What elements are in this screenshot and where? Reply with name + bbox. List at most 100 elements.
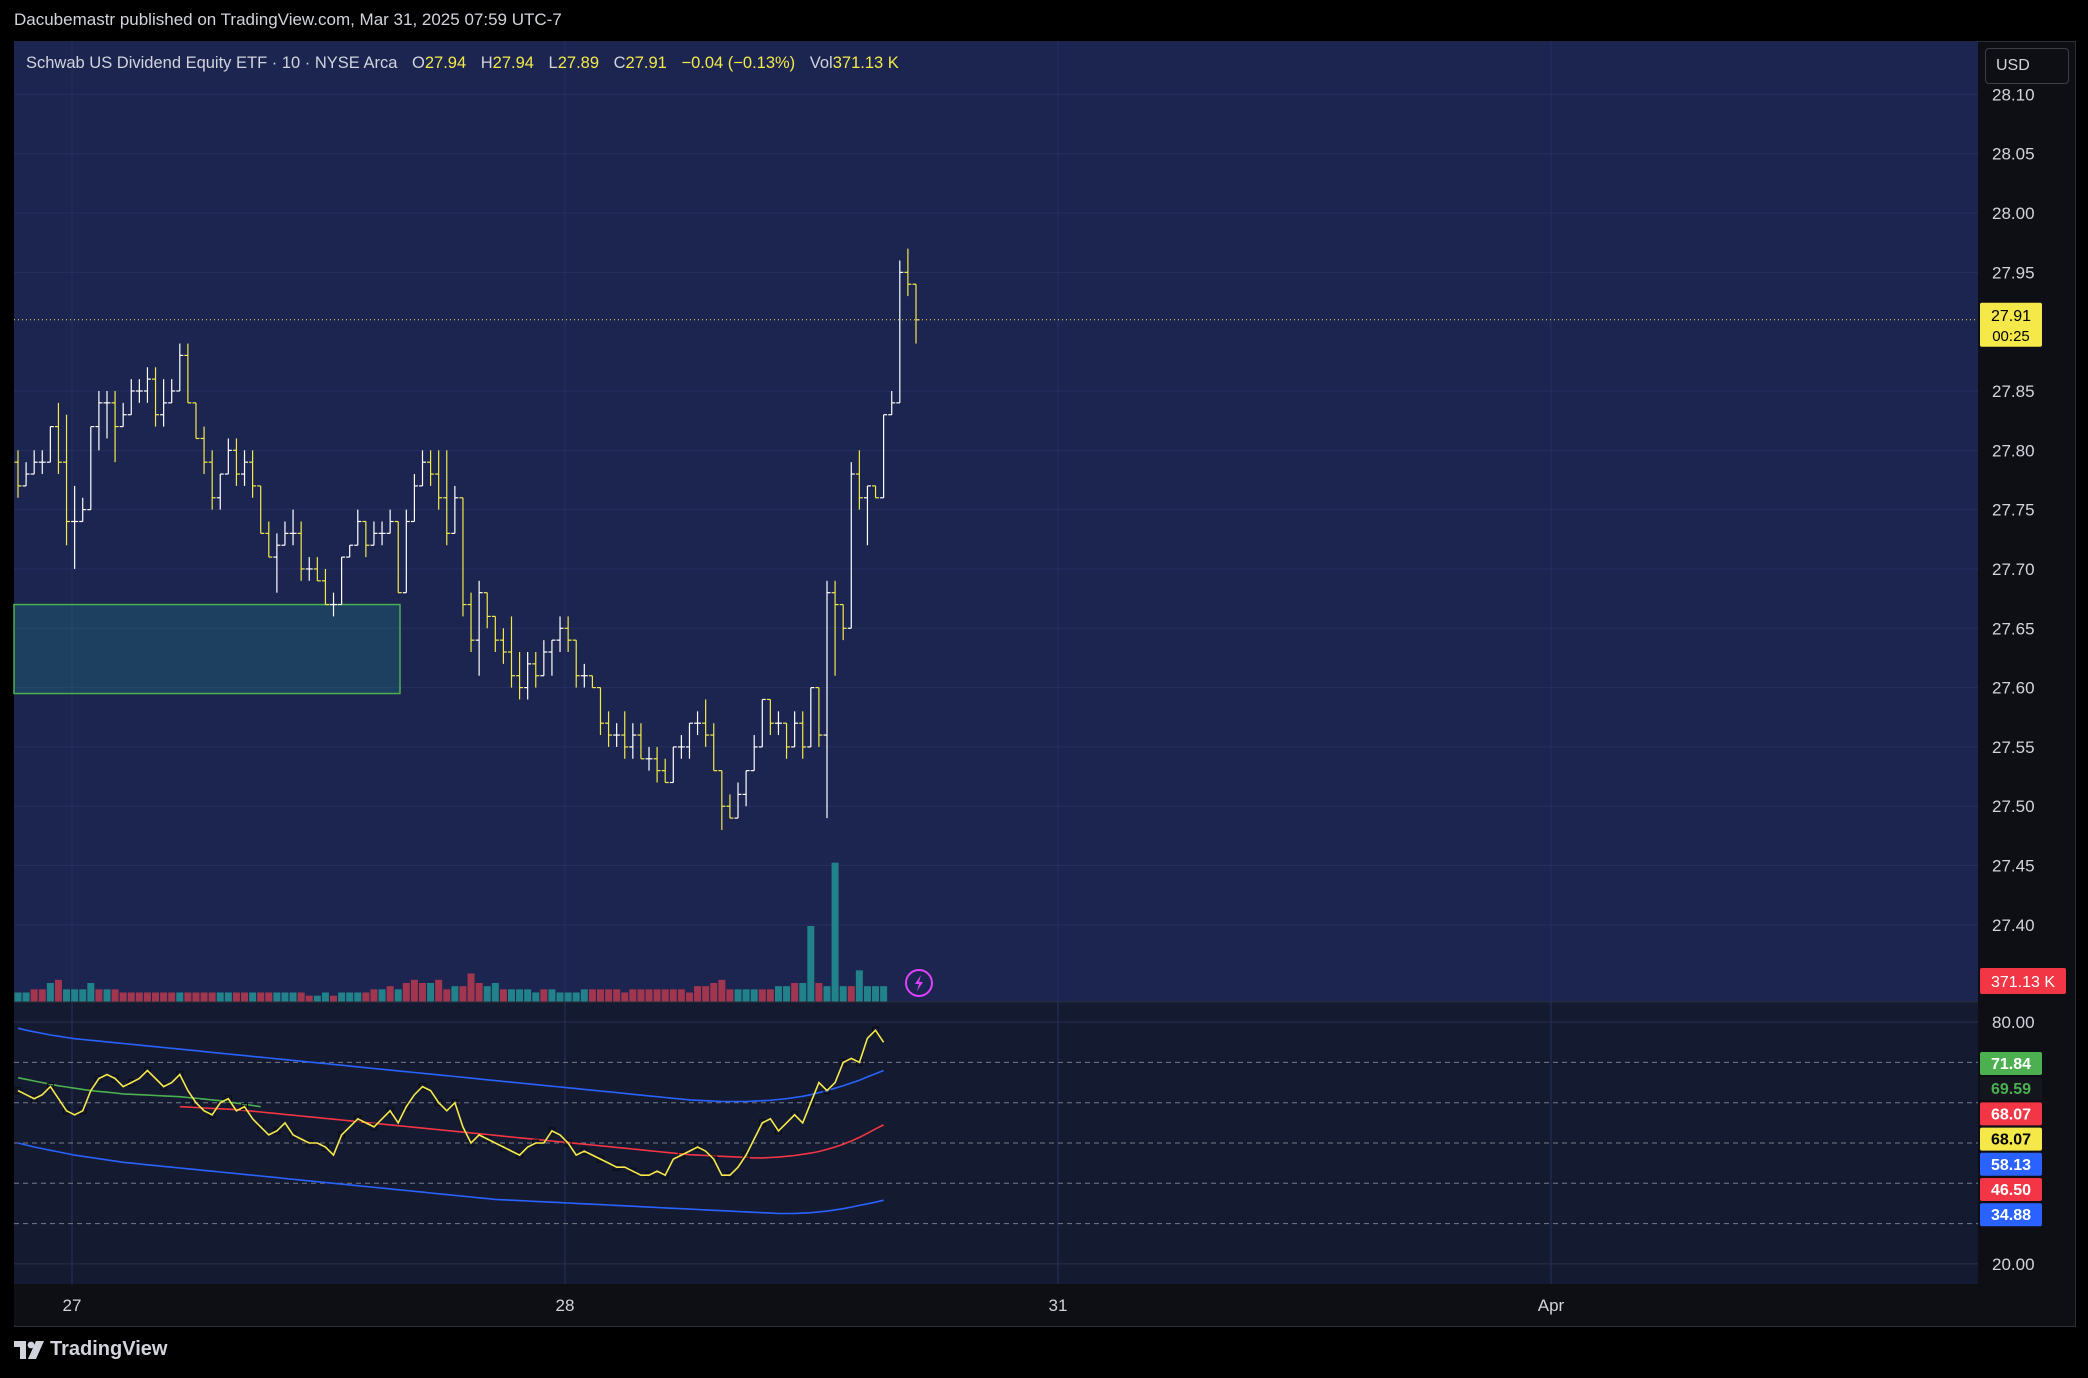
ohlc-bar xyxy=(459,497,467,617)
ohlc-bar xyxy=(38,450,46,475)
osc-step-box xyxy=(273,1127,281,1135)
ohlc-bar xyxy=(354,509,362,546)
price-tick-label: 27.45 xyxy=(1992,857,2035,876)
ohlc-bar xyxy=(224,438,232,475)
price-pane[interactable] xyxy=(14,41,1978,1002)
price-tick-label: 27.40 xyxy=(1992,916,2035,935)
osc-value-label-bg xyxy=(1980,1052,2042,1075)
volume-bar xyxy=(677,989,685,1002)
price-tick-label: 27.60 xyxy=(1992,679,2035,698)
volume-bar xyxy=(613,989,621,1002)
ohlc-bar xyxy=(281,521,289,546)
volume-bar xyxy=(103,989,111,1002)
price-tick-label: 27.70 xyxy=(1992,560,2035,579)
ohlc-bar xyxy=(685,722,693,759)
volume-bar xyxy=(459,986,467,1002)
ohlc-bar xyxy=(176,343,184,392)
osc-step-box xyxy=(176,1071,184,1079)
ohlc-bar xyxy=(338,556,346,606)
signal-line-green xyxy=(17,1076,261,1108)
volume-bar xyxy=(241,992,249,1002)
volume-label-bg xyxy=(1980,968,2066,994)
ohlc-bar xyxy=(467,592,475,653)
ohlc-bar xyxy=(669,746,677,784)
osc-value-label: 46.50 xyxy=(1991,1182,2031,1199)
osc-step-box xyxy=(872,1026,880,1034)
volume-bar xyxy=(758,989,766,1002)
volume-bar xyxy=(516,989,524,1002)
volume-bar xyxy=(572,992,580,1002)
volume-bar xyxy=(645,989,653,1002)
osc-value-label-bg xyxy=(1980,1203,2042,1227)
volume-bar xyxy=(653,989,661,1002)
ohlc-bar xyxy=(524,652,532,700)
ohlc-bar xyxy=(540,640,548,677)
volume-bar xyxy=(483,986,491,1002)
legend-symbol[interactable]: Schwab US Dividend Equity ETF · 10 · NYS… xyxy=(26,54,398,72)
volume-bar xyxy=(507,989,515,1002)
osc-step-box xyxy=(14,1087,22,1095)
volume-bar xyxy=(168,992,176,1002)
osc-step-box xyxy=(564,1139,572,1147)
volume-bar xyxy=(435,979,443,1002)
osc-step-box xyxy=(548,1127,556,1135)
price-tick-label: 28.10 xyxy=(1992,85,2035,104)
ohlc-bar xyxy=(855,450,863,510)
ohlc-bar xyxy=(564,616,572,653)
volume-bar xyxy=(95,989,103,1002)
osc-step-box xyxy=(774,1127,782,1135)
volume-bar xyxy=(370,989,378,1002)
ohlc-bar xyxy=(774,711,782,736)
volume-bar xyxy=(249,992,257,1002)
ohlc-bar xyxy=(168,379,176,404)
currency-button[interactable]: USD xyxy=(1985,48,2069,84)
volume-bar xyxy=(443,989,451,1002)
osc-step-box xyxy=(289,1131,297,1139)
osc-step-box xyxy=(807,1099,815,1107)
osc-step-box xyxy=(402,1103,410,1111)
ohlc-bar xyxy=(823,580,831,819)
ohlc-bar xyxy=(313,557,321,582)
ohlc-bar xyxy=(152,367,160,427)
ohlc-bar xyxy=(613,723,621,747)
volume-bar xyxy=(766,989,774,1002)
osc-value-label: 69.59 xyxy=(1991,1081,2031,1098)
ohlc-bar xyxy=(548,639,556,676)
ohlc-bar xyxy=(596,686,604,736)
volume-bar xyxy=(402,983,410,1002)
ohlc-bar xyxy=(394,520,402,594)
ohlc-bar xyxy=(71,485,79,569)
ohlc-bar xyxy=(791,711,799,748)
volume-bar xyxy=(224,992,232,1002)
volume-bar xyxy=(815,983,823,1002)
ohlc-bar xyxy=(402,509,410,594)
osc-step-box xyxy=(580,1147,588,1155)
ohlc-bar xyxy=(605,711,613,747)
ohlc-bar xyxy=(483,592,491,629)
ohlc-bar xyxy=(863,485,871,546)
volume-bar xyxy=(548,989,556,1002)
osc-tick-label: 20.00 xyxy=(1992,1255,2035,1274)
ohlc-bar xyxy=(305,557,313,581)
osc-step-box xyxy=(516,1151,524,1159)
ohlc-bar xyxy=(22,462,30,487)
osc-step-box xyxy=(257,1123,265,1131)
volume-bar xyxy=(467,973,475,1002)
ohlc-bar xyxy=(588,675,596,689)
osc-step-box xyxy=(694,1143,702,1151)
osc-step-box xyxy=(499,1143,507,1151)
osc-step-box xyxy=(661,1171,669,1179)
tradingview-logo[interactable]: TradingView xyxy=(14,1338,167,1361)
osc-value-label: 58.13 xyxy=(1991,1157,2031,1174)
volume-bar xyxy=(38,989,46,1002)
osc-value-label-bg xyxy=(1980,1178,2042,1201)
ohlc-bar xyxy=(718,770,726,830)
osc-value-label: 68.07 xyxy=(1991,1132,2031,1149)
osc-step-box xyxy=(839,1058,847,1066)
volume-bar xyxy=(694,986,702,1002)
published-header: Dacubemastr published on TradingView.com… xyxy=(14,10,562,29)
ohlc-bar xyxy=(475,580,483,676)
ohlc-bar xyxy=(192,402,200,440)
ohlc-bar xyxy=(702,699,710,747)
